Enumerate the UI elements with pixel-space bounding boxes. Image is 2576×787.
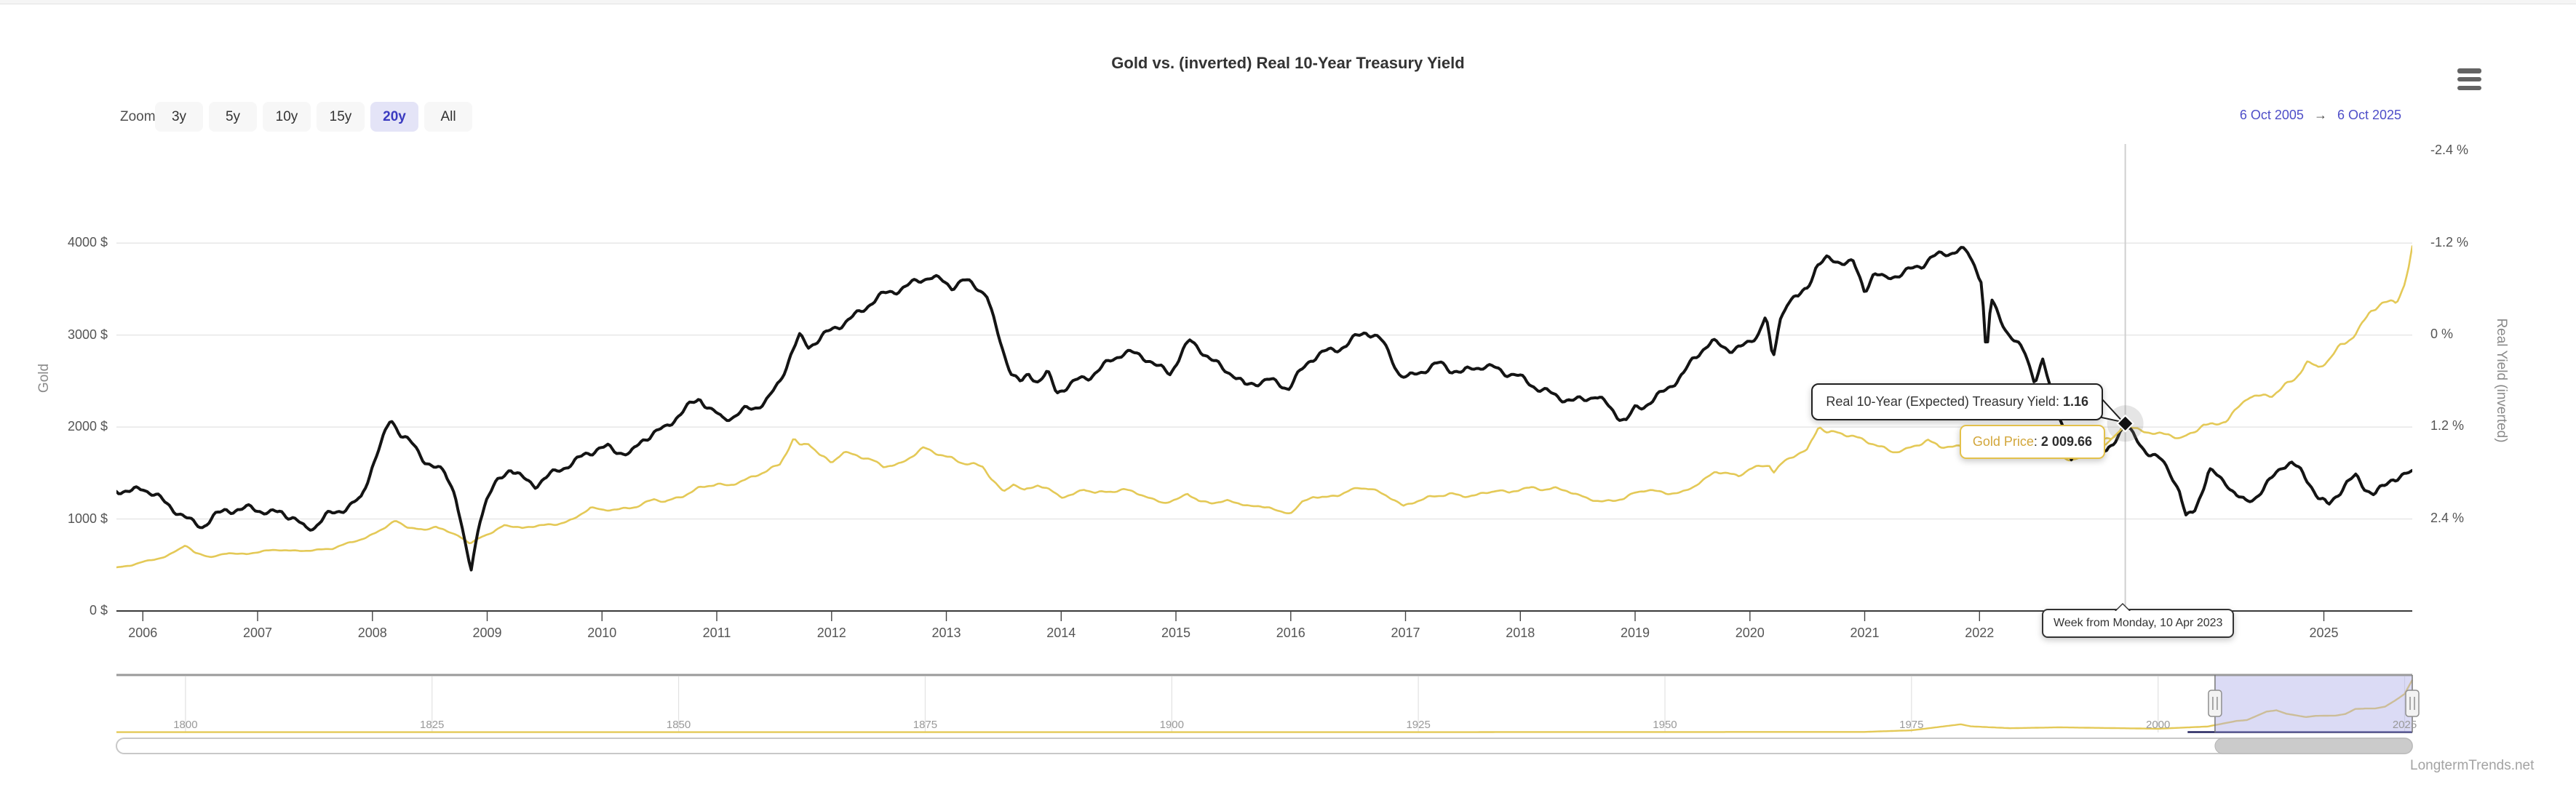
navigator-axis-label: 2025 xyxy=(2392,719,2417,731)
tooltip-separator: : xyxy=(2055,394,2063,409)
tooltip-date-text: Week from Monday, 10 Apr 2023 xyxy=(2054,617,2223,629)
tooltip-treasury-yield: Real 10-Year (Expected) Treasury Yield: … xyxy=(1811,383,2103,420)
navigator-axis-label: 2000 xyxy=(2145,719,2171,731)
scrollbar-thumb[interactable] xyxy=(2214,738,2413,754)
navigator-axis-label: 1900 xyxy=(1159,719,1184,731)
x-axis-label: 2009 xyxy=(472,626,502,640)
zoom-button-group: 3y 5y 10y 15y 20y All xyxy=(155,102,472,132)
x-axis-label: 2011 xyxy=(702,626,731,640)
scrollbar xyxy=(116,738,2413,754)
arrow-right-icon: → xyxy=(2313,108,2327,122)
tooltip-separator: : xyxy=(2033,434,2041,449)
x-axis-label: 2008 xyxy=(357,626,387,640)
x-axis-label: 2022 xyxy=(1965,626,1995,640)
zoom-button-all[interactable]: All xyxy=(424,102,472,132)
x-axis-label: 2007 xyxy=(243,626,273,640)
y-axis-right-title: Real Yield (inverted) xyxy=(2494,318,2509,443)
y-axis-label-left: 3000 $ xyxy=(67,327,108,342)
y-axis-label-left: 1000 $ xyxy=(67,511,108,526)
x-axis-label: 2012 xyxy=(816,626,846,640)
y-axis-label-left: 4000 $ xyxy=(67,235,108,250)
tooltip-gold-value: 2 009.66 xyxy=(2040,434,2092,449)
navigator-selection[interactable] xyxy=(2214,676,2412,733)
x-axis-label: 2015 xyxy=(1161,626,1191,640)
zoom-button-10y[interactable]: 10y xyxy=(263,102,311,132)
navigator-axis-label: 1800 xyxy=(173,719,198,731)
navigator-axis-label: 1975 xyxy=(1899,719,1924,731)
watermark-credit[interactable]: LongtermTrends.net xyxy=(2410,758,2535,773)
y-axis-left-title: Gold xyxy=(36,363,52,394)
zoom-button-15y[interactable]: 15y xyxy=(317,102,365,132)
x-axis-label: 2016 xyxy=(1276,626,1305,640)
navigator-axis-label: 1950 xyxy=(1653,719,1677,731)
y-axis-label-right: 1.2 % xyxy=(2430,418,2465,434)
tooltip-gold-label: Gold Price xyxy=(1972,434,2034,449)
x-axis-label: 2019 xyxy=(1621,626,1650,640)
zoom-button-3y[interactable]: 3y xyxy=(155,102,203,132)
x-axis-label: 2018 xyxy=(1506,626,1535,640)
navigator-axis-label: 1925 xyxy=(1406,719,1431,731)
x-axis-label: 2013 xyxy=(931,626,961,640)
y-axis-label-right: 2.4 % xyxy=(2430,510,2465,525)
y-axis-label-right: -1.2 % xyxy=(2430,234,2469,249)
y-axis-label-left: 0 $ xyxy=(89,603,108,618)
marker-layer xyxy=(2101,396,2144,446)
hamburger-bar xyxy=(2457,76,2481,82)
zoom-label: Zoom xyxy=(120,109,156,124)
navigator-axis-label: 1875 xyxy=(913,719,938,731)
date-range: 6 Oct 2005 → 6 Oct 2025 xyxy=(2240,108,2401,123)
x-axis-label: 2017 xyxy=(1391,626,1420,640)
x-axis-label: 2021 xyxy=(1850,626,1880,640)
navigator-axis-label: 1825 xyxy=(420,719,445,731)
page-top-strip xyxy=(0,0,2576,4)
y-axis-label-left: 2000 $ xyxy=(67,419,108,434)
zoom-button-5y[interactable]: 5y xyxy=(209,102,257,132)
tooltip-treasury-label: Real 10-Year (Expected) Treasury Yield xyxy=(1826,394,2056,409)
x-axis-label: 2010 xyxy=(587,626,617,640)
navigator-handle-left[interactable] xyxy=(2208,690,2222,717)
hamburger-bar xyxy=(2457,85,2481,90)
scrollbar-track[interactable] xyxy=(116,738,2413,754)
tooltip-date: Week from Monday, 10 Apr 2023 xyxy=(2042,603,2235,638)
tooltip-gold-price: Gold Price: 2 009.66 xyxy=(1959,425,2105,459)
hamburger-menu-icon[interactable] xyxy=(2457,68,2482,90)
date-from-input[interactable]: 6 Oct 2005 xyxy=(2239,108,2304,122)
treasury-series-line[interactable] xyxy=(116,246,2412,572)
y-axis-label-right: 0 % xyxy=(2430,327,2454,341)
zoom-button-20y[interactable]: 20y xyxy=(370,102,418,132)
x-axis-label: 2020 xyxy=(1735,626,1765,640)
x-axis-label: 2025 xyxy=(2309,626,2339,640)
navigator xyxy=(116,674,2420,733)
point-marker-diamond xyxy=(2116,414,2135,433)
hamburger-bar xyxy=(2457,68,2481,73)
y-axis-label-right: -2.4 % xyxy=(2430,143,2469,158)
navigator-gold-series xyxy=(116,679,2414,733)
navigator-axis-label: 1850 xyxy=(666,719,691,731)
x-axis-label: 2006 xyxy=(128,626,158,640)
x-axis-label: 2014 xyxy=(1046,626,1076,640)
tooltip-gold-connector xyxy=(2104,428,2123,446)
navigator-handle-right[interactable] xyxy=(2405,690,2420,717)
date-to-input[interactable]: 6 Oct 2025 xyxy=(2337,108,2401,122)
tooltip-treasury-value: 1.16 xyxy=(2062,394,2088,409)
page-title: Gold vs. (inverted) Real 10-Year Treasur… xyxy=(1111,54,1465,72)
